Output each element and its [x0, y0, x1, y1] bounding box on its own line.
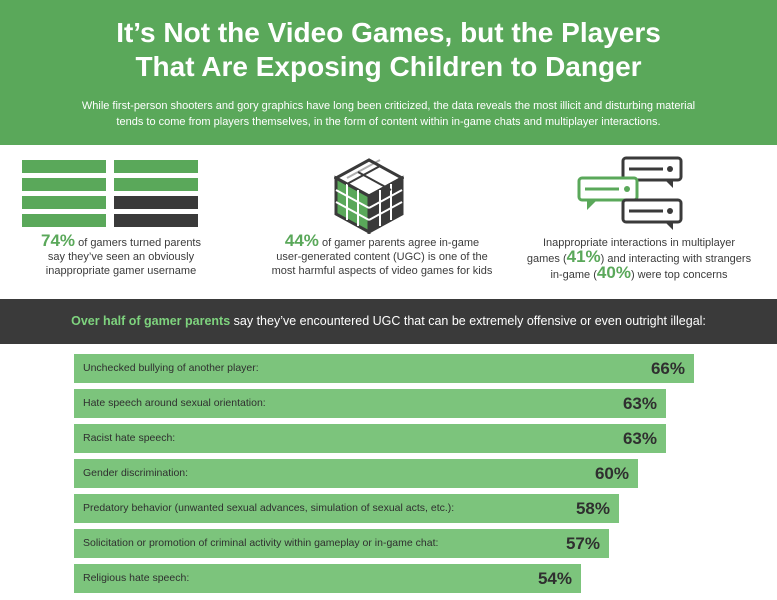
banner-text: say they’ve encountered UGC that can be … — [230, 314, 706, 328]
chart-bar-label: Hate speech around sexual orientation: — [83, 397, 266, 409]
chart-bar-label: Predatory behavior (unwanted sexual adva… — [83, 502, 455, 514]
bar-icon-r3 — [114, 196, 198, 209]
stat-ugc-line-3: most harmful aspects of video games for … — [271, 265, 493, 277]
cube-blocks-icon — [334, 158, 404, 234]
stat-usernames: 74% of gamers turned parents say they’ve… — [22, 231, 220, 278]
chart-bar: Religious hate speech: 54% — [74, 564, 581, 593]
title-line-2: That Are Exposing Children to Danger — [135, 51, 642, 82]
header-banner: It’s Not the Video Games, but the Player… — [0, 0, 777, 145]
stat-interactions-line-1: Inappropriate interactions in multiplaye… — [543, 237, 735, 249]
stat-interactions-text-2a: games ( — [526, 253, 567, 265]
chart-bar: Unchecked bullying of another player: 66% — [74, 354, 694, 383]
stat-interactions-line-3: in-game (40%) were top concerns — [518, 263, 760, 282]
page-subtitle: While first-person shooters and gory gra… — [40, 98, 737, 130]
page-title: It’s Not the Video Games, but the Player… — [0, 16, 777, 84]
banner-highlight: Over half of gamer parents — [71, 314, 231, 328]
bar-icon-r2 — [114, 178, 198, 191]
chat-bubbles-icon — [577, 156, 683, 230]
bar-icon-l4 — [22, 214, 106, 227]
chart-bar-label: Unchecked bullying of another player: — [83, 362, 259, 374]
stat-interactions-line-2: games (41%) and interacting with strange… — [518, 247, 760, 266]
stat-interactions-value-b: 40% — [596, 263, 631, 282]
bar-icon-r4 — [114, 214, 198, 227]
stat-interactions: Inappropriate interactions in multiplaye… — [518, 236, 760, 282]
subtitle-line-2: tends to come from players themselves, i… — [116, 116, 661, 128]
chart-bar-value: 58% — [575, 499, 610, 518]
chart-bar-label: Religious hate speech: — [83, 572, 190, 584]
section-banner: Over half of gamer parents say they’ve e… — [0, 299, 777, 344]
chart-bar: Gender discrimination: 60% — [74, 459, 638, 488]
chart-bar-value: 60% — [594, 464, 629, 483]
stat-ugc-line-2: user-generated content (UGC) is one of t… — [276, 251, 488, 263]
stat-interactions-text-2b: ) and interacting with strangers — [600, 253, 752, 265]
chart-bar: Predatory behavior (unwanted sexual adva… — [74, 494, 619, 523]
stat-ugc: 44% of gamer parents agree in-game user-… — [252, 231, 512, 278]
chart-bar-label: Solicitation or promotion of criminal ac… — [83, 537, 439, 549]
stat-interactions-text-3b: ) were top concerns — [630, 269, 728, 281]
stat-ugc-value: 44% — [284, 231, 319, 250]
bar-icon-l1 — [22, 160, 106, 173]
stat-usernames-line-2: say they’ve seen an obviously — [47, 251, 195, 263]
chart-bar-label: Racist hate speech: — [83, 432, 176, 444]
stat-usernames-text-1: of gamers turned parents — [75, 237, 201, 249]
chart-bar-value: 57% — [565, 534, 600, 553]
chart-bar-value: 63% — [622, 429, 657, 448]
chart-bar: Hate speech around sexual orientation: 63… — [74, 389, 666, 418]
chart-bar-value: 66% — [650, 359, 685, 378]
stat-ugc-line-1: 44% of gamer parents agree in-game — [252, 231, 512, 250]
bar-icon-l2 — [22, 178, 106, 191]
subtitle-line-1: While first-person shooters and gory gra… — [81, 100, 696, 112]
stat-interactions-value-a: 41% — [566, 247, 601, 266]
chart-bar-value: 54% — [537, 569, 572, 588]
chart-bar: Racist hate speech: 63% — [74, 424, 666, 453]
chart-bar-label: Gender discrimination: — [83, 467, 189, 479]
title-line-1: It’s Not the Video Games, but the Player… — [116, 17, 661, 48]
chart-bar-value: 63% — [622, 394, 657, 413]
ugc-bar-chart: Unchecked bullying of another player: 66%… — [0, 344, 777, 600]
stat-interactions-text-3a: in-game ( — [550, 269, 597, 281]
stat-usernames-value: 74% — [41, 231, 76, 250]
chart-bar: Solicitation or promotion of criminal ac… — [74, 529, 609, 558]
username-bars-icon — [22, 160, 198, 227]
bar-icon-r1 — [114, 160, 198, 173]
stat-usernames-line-3: inappropriate gamer username — [45, 265, 197, 277]
stat-usernames-line-1: 74% of gamers turned parents — [22, 231, 220, 250]
stat-ugc-text-1: of gamer parents agree in-game — [318, 237, 480, 249]
bar-icon-l3 — [22, 196, 106, 209]
